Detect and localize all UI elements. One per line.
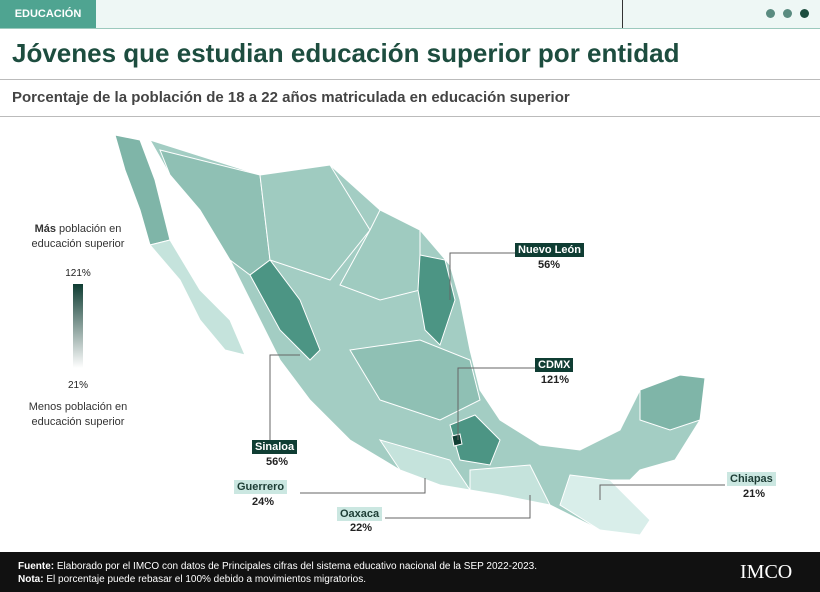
callout-value: 24% — [251, 496, 275, 508]
top-bar — [0, 0, 820, 29]
footer-note: Nota: El porcentaje puede rebasar el 100… — [18, 574, 366, 585]
legend-min: 21% — [67, 380, 88, 391]
rule — [0, 116, 820, 117]
callout-name: Oaxaca — [337, 507, 383, 521]
section-tag: EDUCACIÓN — [0, 0, 96, 28]
callout-value: 21% — [742, 488, 766, 500]
dot — [766, 9, 775, 18]
callout-name: Nuevo León — [515, 243, 584, 257]
leader-line — [269, 354, 300, 440]
title: Jóvenes que estudian educación superior … — [12, 38, 680, 68]
leader-line — [385, 495, 531, 519]
footer-source: Fuente: Elaborado por el IMCO con datos … — [18, 561, 537, 572]
chiapas — [559, 474, 651, 536]
legend-top-bold: Más — [34, 223, 56, 235]
yucatan — [639, 374, 706, 431]
footer — [0, 552, 820, 592]
source-text: Elaborado por el IMCO con datos de Princ… — [56, 561, 537, 572]
map — [73, 134, 725, 536]
callout-name: CDMX — [535, 358, 574, 372]
subtitle: Porcentaje de la población de 18 a 22 añ… — [12, 89, 570, 106]
callout-value: 22% — [349, 522, 373, 534]
leader-line — [300, 478, 426, 494]
callout-value: 56% — [537, 259, 561, 271]
rule — [0, 79, 820, 80]
guerrero — [378, 439, 472, 491]
legend-bottom: Menos población en educación superior — [28, 401, 128, 428]
legend-max: 121% — [65, 268, 91, 279]
dot — [800, 9, 809, 18]
leader-line — [457, 367, 535, 440]
nuevo-leon — [417, 254, 456, 346]
logo: IMCO — [740, 561, 793, 583]
callout-value: 56% — [265, 456, 289, 468]
source-label: Fuente: — [18, 561, 55, 572]
legend-top: Más población en educación superior — [28, 222, 128, 252]
leader-line — [599, 484, 725, 500]
callout-name: Chiapas — [727, 472, 776, 486]
callout-name: Guerrero — [234, 480, 288, 494]
cdmx-area — [449, 414, 501, 466]
centro — [349, 339, 481, 421]
cdmx — [451, 433, 463, 447]
baja-california-sur — [149, 239, 246, 356]
leader-line — [449, 252, 515, 300]
sinaloa — [249, 259, 321, 361]
callout-name: Sinaloa — [252, 440, 298, 454]
chihuahua — [259, 164, 371, 281]
note-text: El porcentaje puede rebasar el 100% debi… — [46, 574, 366, 585]
divider — [622, 0, 623, 28]
dot — [783, 9, 792, 18]
note-label: Nota: — [18, 574, 44, 585]
legend-top-text: población en educación superior — [31, 223, 125, 250]
callout-value: 121% — [540, 374, 570, 386]
legend-gradient — [73, 284, 83, 368]
